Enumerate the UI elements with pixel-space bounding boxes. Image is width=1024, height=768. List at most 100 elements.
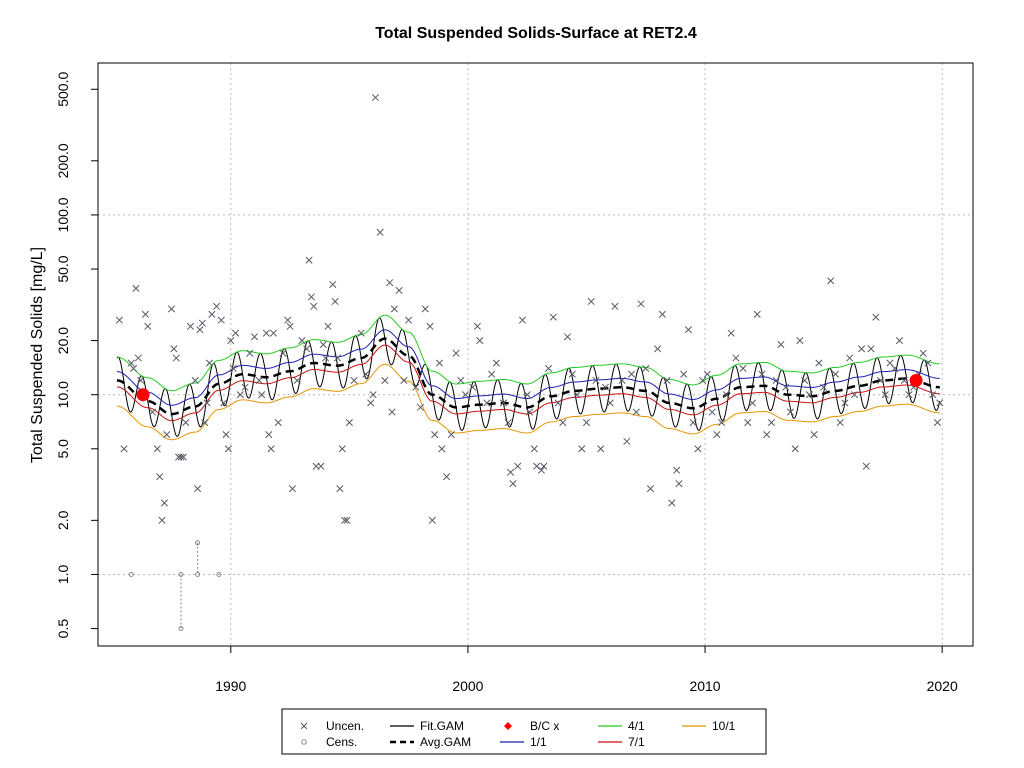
uncensored-point (250, 333, 259, 341)
uncensored-point (208, 310, 216, 318)
uncensored-point (801, 376, 809, 385)
uncensored-point (668, 499, 676, 507)
uncensored-point (929, 391, 937, 399)
uncensored-point (322, 354, 330, 362)
uncensored-point (791, 445, 799, 453)
uncensored-point (654, 345, 662, 353)
uncensored-point (499, 399, 508, 407)
uncensored-point (673, 466, 681, 474)
uncensored-point (689, 418, 697, 427)
x-tick-label: 2000 (452, 678, 483, 694)
y-tick-label: 10.0 (55, 381, 71, 408)
uncensored-point (786, 408, 794, 416)
uncensored-point (194, 485, 202, 493)
legend-label: 10/1 (712, 719, 736, 733)
uncensored-point (148, 408, 157, 416)
uncensored-point (317, 462, 325, 470)
uncensored-point (758, 370, 766, 378)
uncensored-point (732, 354, 740, 362)
uncensored-point (127, 359, 135, 367)
uncensored-point (544, 364, 553, 372)
uncensored-point (438, 445, 446, 453)
uncensored-point (554, 399, 562, 407)
avg-gam-line (116, 337, 940, 416)
uncensored-point (350, 376, 358, 385)
uncensored-point (412, 383, 420, 391)
uncensored-point (694, 445, 702, 453)
uncensored-point (891, 364, 899, 372)
uncensored-point (675, 480, 683, 488)
uncensored-point (509, 480, 517, 488)
uncensored-point (563, 333, 572, 341)
uncensored-point (684, 326, 693, 334)
uncensored-point (936, 399, 944, 407)
chart-title: Total Suspended Solids-Surface at RET2.4 (375, 25, 697, 42)
uncensored-point (435, 359, 444, 367)
uncensored-point (763, 431, 771, 439)
uncensored-point (827, 277, 835, 285)
bc-point (909, 373, 923, 387)
legend-marker-cens (301, 739, 307, 745)
uncensored-point (284, 316, 292, 324)
uncensored-point (815, 359, 823, 367)
points-layer (115, 93, 944, 632)
uncensored-point (850, 391, 858, 399)
uncensored-point (540, 462, 548, 470)
uncensored-point (386, 279, 394, 287)
grid (98, 63, 973, 646)
uncensored-point (805, 391, 813, 399)
y-tick-label: 5.0 (55, 439, 71, 459)
uncensored-point (820, 383, 828, 391)
uncensored-point (376, 228, 384, 236)
uncensored-point (158, 516, 166, 524)
uncensored-point (846, 354, 854, 362)
uncensored-point (331, 297, 339, 306)
y-tick-label: 0.5 (55, 619, 71, 639)
uncensored-point (303, 345, 311, 353)
uncensored-point (473, 322, 481, 330)
uncensored-point (895, 337, 904, 345)
season-1-1-line (116, 329, 940, 406)
uncensored-point (170, 345, 178, 353)
y-tick-label: 50.0 (55, 255, 71, 282)
x-tick-label: 2020 (927, 678, 958, 694)
uncensored-point (727, 329, 735, 337)
x-tick-label: 1990 (215, 678, 246, 694)
uncensored-point (231, 329, 240, 337)
uncensored-point (831, 370, 840, 378)
uncensored-point (559, 418, 567, 427)
legend-marker-uncen (300, 722, 308, 730)
uncensored-point (492, 359, 500, 367)
uncensored-point (336, 485, 344, 493)
legend-label: 4/1 (628, 719, 645, 733)
uncensored-point (703, 370, 711, 378)
legend-label: 7/1 (628, 735, 645, 749)
uncensored-point (265, 431, 273, 439)
bc-point (136, 388, 150, 402)
uncensored-point (504, 418, 512, 427)
uncensored-point (388, 408, 396, 416)
uncensored-point (777, 341, 785, 349)
uncensored-point (623, 437, 631, 445)
uncensored-point (130, 364, 138, 372)
uncensored-point (601, 383, 610, 391)
legend-label: Fit.GAM (420, 719, 464, 733)
uncensored-point (177, 453, 185, 461)
uncensored-point (381, 376, 389, 385)
uncensored-point (205, 359, 214, 367)
uncensored-point (533, 462, 541, 470)
uncensored-point (362, 370, 370, 378)
uncensored-point (305, 256, 313, 264)
uncensored-point (924, 359, 932, 367)
uncensored-point (333, 354, 342, 362)
uncensored-point (507, 468, 515, 476)
censored-point (216, 571, 222, 577)
uncensored-point (179, 453, 187, 461)
uncensored-point (699, 376, 707, 385)
uncensored-point (606, 399, 614, 407)
uncensored-point (236, 391, 244, 399)
uncensored-point (431, 431, 439, 439)
legend-label: Cens. (326, 735, 357, 749)
